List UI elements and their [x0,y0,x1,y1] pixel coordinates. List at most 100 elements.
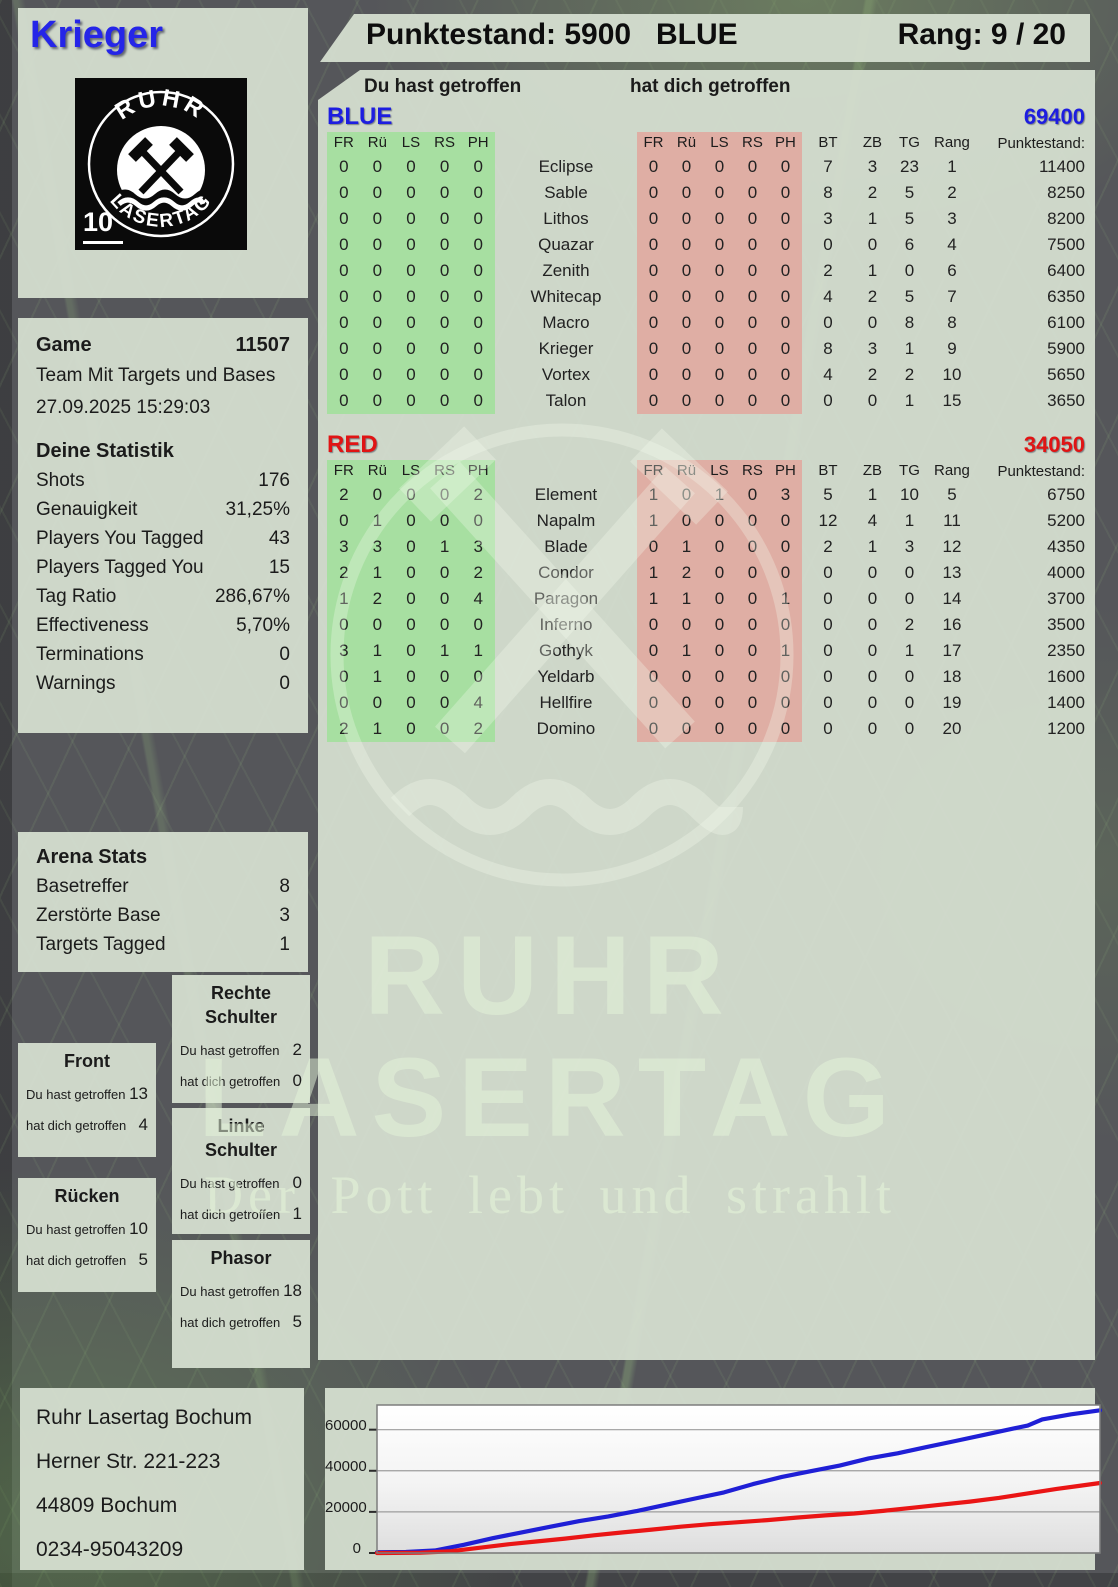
you-hit-cell: 0 [394,664,428,690]
stat-value: 8 [279,876,290,897]
stat-row: Targets Tagged 1 [36,930,290,959]
stat-row: Terminations 0 [36,640,290,669]
player-row: 0 0 0 0 0 Quazar 0 0 0 0 0 0 0 6 4 7500 [327,232,1085,258]
punktestand-cell: 2350 [1047,641,1085,660]
you-hit-cell: 0 [360,154,395,180]
line-chart [369,1404,1103,1556]
hit-you-cell: 0 [768,716,802,742]
team-section-blue: BLUE 69400 FR Rü LS RS PH FR Rü LS RS PH BT ZB TG Rang P… [327,102,1085,414]
bt-cell: 0 [823,563,833,582]
game-number: 11507 [235,334,290,356]
you-hit-cell: 0 [427,232,462,258]
stat-value: 1 [279,934,290,955]
stat-row: Genauigkeit 31,25% [36,495,290,524]
zb-cell: 1 [867,261,878,280]
rang-cell: 2 [947,183,957,202]
col-header: FR [636,460,670,482]
rang-cell: 7 [947,287,957,306]
bt-cell: 0 [823,667,833,686]
you-hit-cell: 0 [327,664,361,690]
zone-you-hit-value: 13 [129,1084,148,1103]
col-header: FR [327,460,361,482]
venue-address-panel: Ruhr Lasertag Bochum Herner Str. 221-223 4… [20,1388,304,1570]
zone-you-hit-value: 10 [129,1219,148,1238]
hit-you-cell: 0 [768,508,802,534]
arena-stats-rows: Basetreffer 8 Zerstörte Base 3 Targets Tagge… [36,872,290,959]
you-hit-cell: 0 [327,690,361,716]
zone-hit-you-label: hat dich getroffen [180,1207,281,1222]
punktestand-cell: 3650 [1047,391,1085,410]
you-hit-cell: 2 [327,716,361,742]
player-row: 0 0 0 0 0 Lithos 0 0 0 0 0 3 1 5 3 8200 [327,206,1085,232]
you-hit-cell: 0 [461,180,495,206]
player-row: 1 2 0 0 4 Paragon 1 1 0 0 1 0 0 0 14 3700 [327,586,1085,612]
you-hit-cell: 0 [461,232,495,258]
scoreboard: BLUE 69400 FR Rü LS RS PH FR Rü LS RS PH BT ZB TG Rang P… [327,102,1085,742]
player-name-cell: Zenith [542,261,590,280]
rang-cell: 12 [942,537,962,556]
stat-row: Zerstörte Base 3 [36,901,290,930]
you-hit-cell: 3 [461,534,495,560]
tg-cell: 0 [904,261,915,280]
tg-cell: 0 [904,667,915,686]
stat-row: Tag Ratio 286,67% [36,582,290,611]
punktestand-cell: 1400 [1047,693,1085,712]
zone-hit-you-value: 1 [292,1204,302,1223]
address-line: Ruhr Lasertag Bochum [36,1406,252,1429]
tg-cell: 0 [904,589,915,608]
tg-cell: 3 [904,537,915,556]
punktestand-cell: 4350 [1047,537,1085,556]
zb-cell: 0 [867,693,878,712]
player-name-cell: Vortex [541,365,591,384]
hit-you-cell: 0 [735,482,769,508]
rang-cell: 11 [943,511,961,530]
hit-you-cell: 0 [669,388,703,414]
rang-cell: 18 [942,667,962,686]
hit-you-cell: 3 [768,482,802,508]
hit-you-cell: 0 [768,560,802,586]
stat-label: Terminations [36,644,144,665]
hit-you-cell: 0 [768,284,802,310]
you-hit-cell: 0 [327,284,361,310]
hit-you-cell: 0 [702,388,736,414]
hit-you-cell: 0 [735,534,769,560]
hit-you-cell: 0 [636,232,670,258]
bt-cell: 0 [823,391,833,410]
you-hit-cell: 2 [461,560,495,586]
bt-cell: 7 [823,157,833,176]
rang-cell: 13 [942,563,962,582]
you-hit-cell: 0 [461,612,495,638]
bt-cell: 0 [823,641,833,660]
player-row: 3 3 0 1 3 Blade 0 1 0 0 0 2 1 3 12 4350 [327,534,1085,560]
tg-cell: 1 [904,391,915,410]
col-header: LS [394,132,428,154]
you-hit-cell: 0 [394,482,428,508]
rang-cell: 5 [947,485,957,504]
you-hit-cell: 0 [360,336,395,362]
col-header-tg: TG [899,462,920,479]
col-header: RS [427,132,462,154]
col-header: RS [427,460,462,482]
arena-stats-title: Arena Stats [36,846,148,868]
hit-you-cell: 0 [702,612,736,638]
you-hit-cell: 0 [360,310,395,336]
hit-you-cell: 0 [669,336,703,362]
you-hit-cell: 0 [427,388,462,414]
stat-label: Warnings [36,673,116,694]
hit-you-cell: 0 [735,284,769,310]
you-hit-cell: 0 [327,258,361,284]
player-name-cell: Hellfire [539,693,593,712]
you-hit-cell: 1 [427,638,462,664]
player-name-cell: Quazar [538,235,594,254]
hit-you-cell: 0 [735,154,769,180]
you-hit-cell: 0 [394,336,428,362]
hit-you-cell: 0 [735,180,769,206]
zb-cell: 0 [867,563,878,582]
col-header: Rü [669,460,703,482]
punktestand-cell: 6400 [1047,261,1085,280]
stat-row: Players You Tagged 43 [36,524,290,553]
club-logo: RUHR LASERTAG 10 [75,78,247,250]
stat-value: 0 [279,644,290,665]
hit-you-cell: 2 [669,560,703,586]
hit-you-cell: 1 [669,586,703,612]
